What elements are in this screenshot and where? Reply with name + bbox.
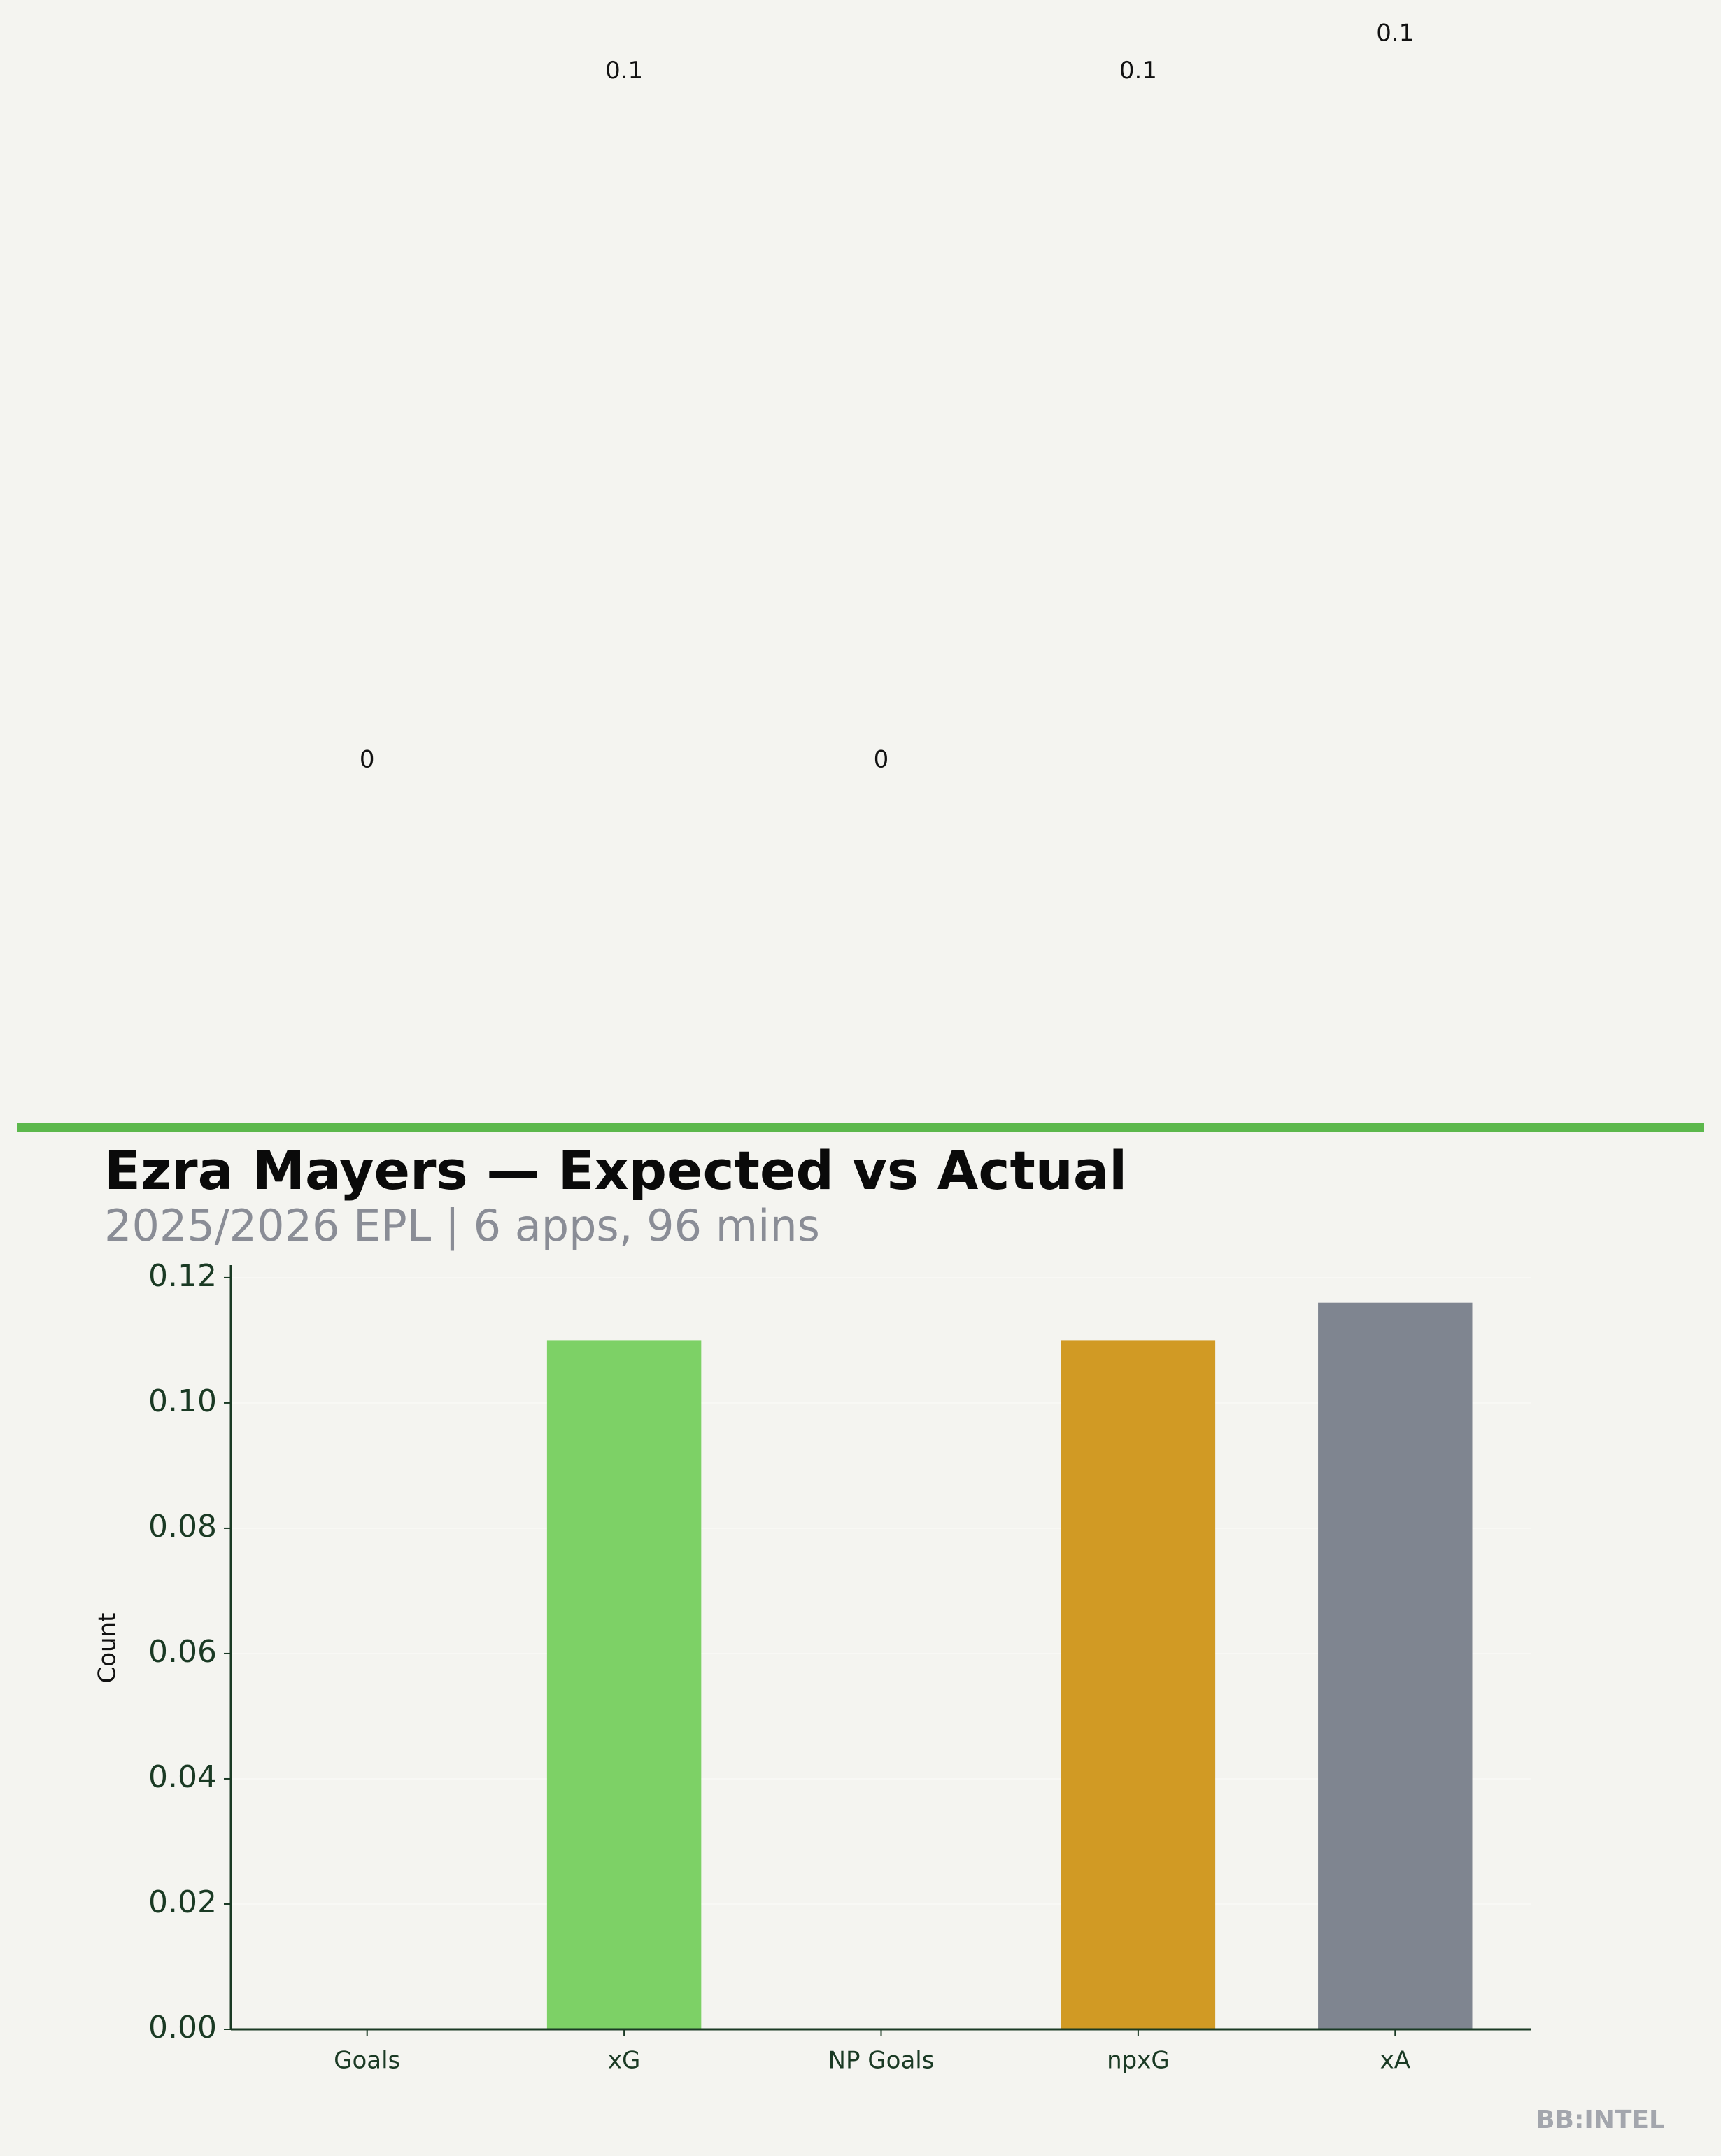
bar	[1061, 1340, 1216, 2029]
x-tick-label: Goals	[334, 2047, 400, 2075]
value-label: 0	[874, 746, 889, 774]
x-tick-label: xA	[1380, 2047, 1410, 2075]
y-tick-label: 0.00	[148, 2010, 217, 2045]
y-tick-label: 0.08	[148, 1509, 217, 1544]
y-axis-label: Count	[94, 1613, 122, 1684]
value-label: 0.1	[1119, 57, 1157, 85]
chart-subtitle: 2025/2026 EPL | 6 apps, 96 mins	[104, 1200, 820, 1252]
value-label: 0	[360, 746, 375, 774]
x-tick-label: NP Goals	[828, 2047, 935, 2075]
y-tick-label: 0.02	[148, 1884, 217, 1920]
value-label: 0.1	[605, 57, 643, 85]
x-tick-label: npxG	[1107, 2047, 1170, 2075]
y-tick-label: 0.06	[148, 1634, 217, 1670]
chart-title: Ezra Mayers — Expected vs Actual	[104, 1139, 1127, 1202]
bar	[546, 1340, 702, 2029]
watermark: BB:INTEL	[1536, 2106, 1665, 2134]
y-tick-label: 0.10	[148, 1383, 217, 1419]
x-tick-label: xG	[608, 2047, 640, 2075]
y-tick-label: 0.12	[148, 1258, 217, 1294]
bar	[1318, 1302, 1473, 2029]
divider	[17, 1123, 1704, 1132]
value-label: 0.1	[1376, 19, 1414, 47]
y-tick-label: 0.04	[148, 1759, 217, 1795]
